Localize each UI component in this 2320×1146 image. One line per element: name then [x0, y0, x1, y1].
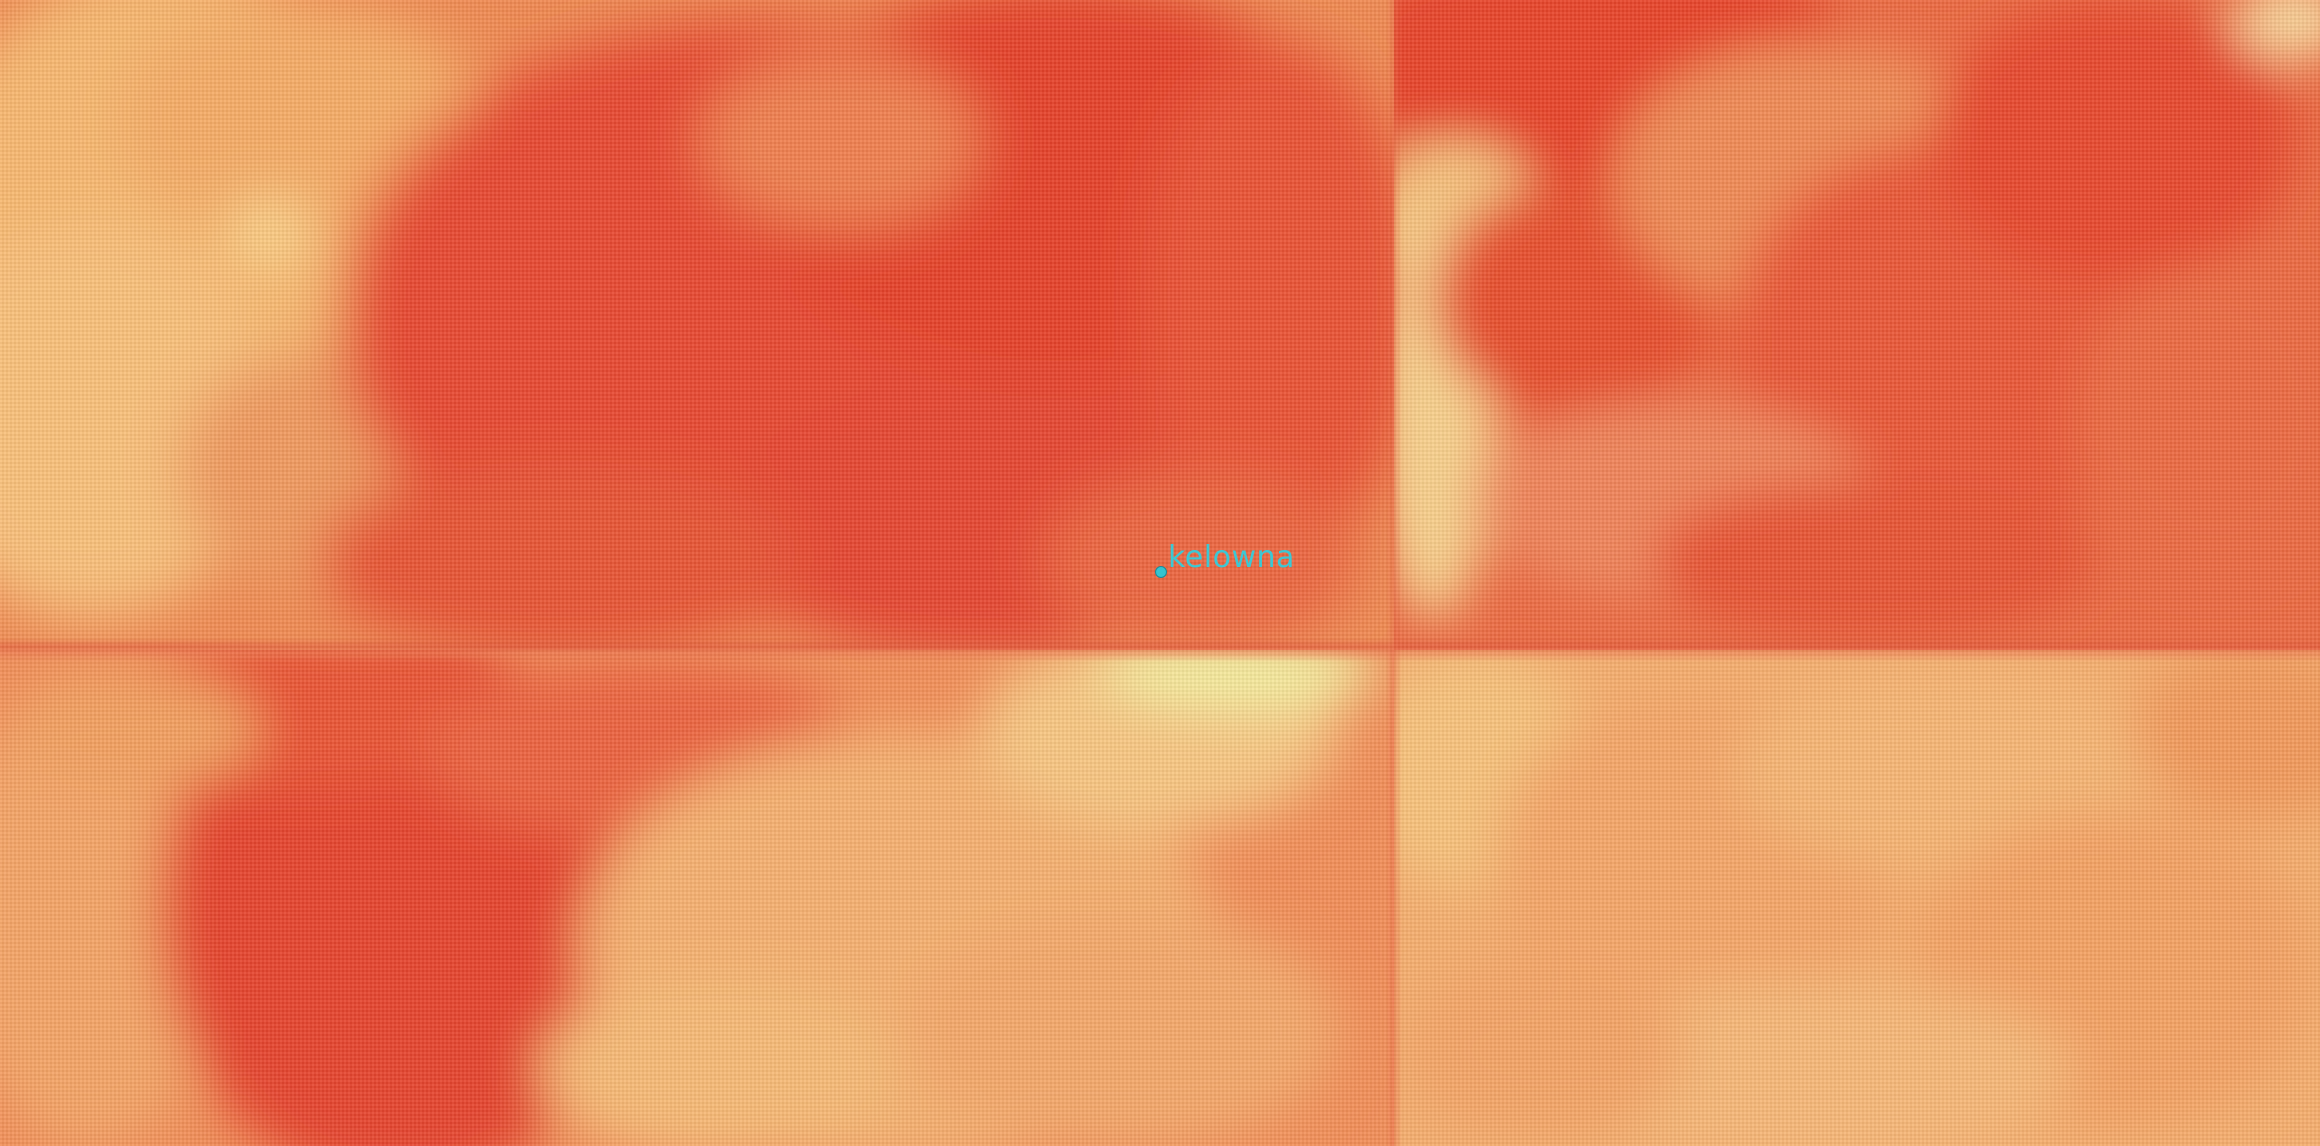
tile-seam-vertical	[1386, 0, 1402, 1146]
place-label[interactable]: kelowna	[1168, 540, 1295, 575]
raster-tile-top-left	[0, 0, 1394, 650]
raster-tile-top-right	[1394, 0, 2320, 650]
tile-seam-horizontal	[0, 638, 2320, 662]
raster-tile-bottom-left	[0, 650, 1394, 1146]
place-marker-dot[interactable]	[1155, 566, 1167, 578]
raster-tile-bottom-right	[1394, 650, 2320, 1146]
